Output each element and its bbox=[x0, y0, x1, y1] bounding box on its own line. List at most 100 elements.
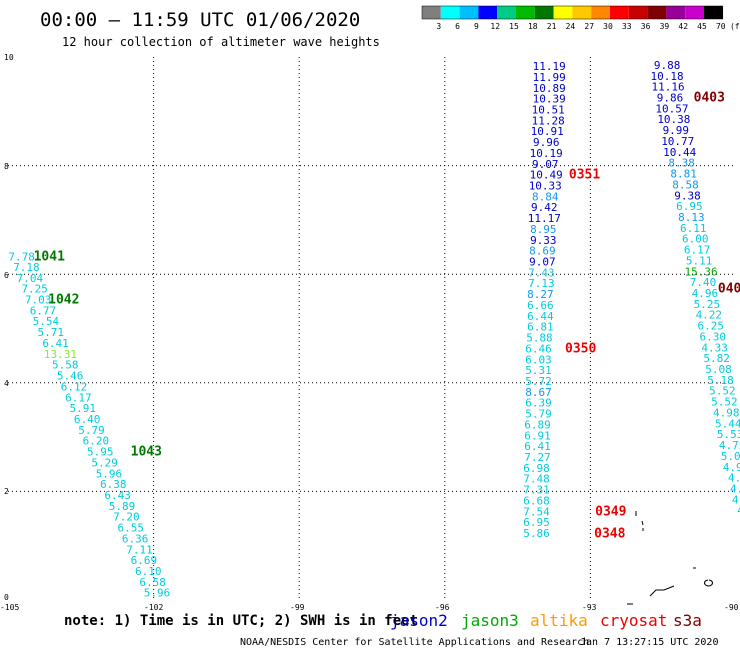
pass-time-label: 1041 bbox=[34, 250, 65, 265]
footer-note: note: 1) Time is in UTC; 2) SWH is in fe… bbox=[64, 613, 418, 629]
wave-height-value: 11.19 bbox=[533, 60, 566, 73]
pass-time-label: 1043 bbox=[131, 445, 162, 460]
wave-height-value: 9.42 bbox=[531, 201, 558, 214]
wave-height-value: 5.72 bbox=[525, 375, 552, 388]
wave-height-value: 4.98 bbox=[713, 406, 740, 419]
wave-height-value: 15.36 bbox=[684, 265, 717, 278]
colorbar-swatch bbox=[647, 6, 667, 19]
legend-s3a: s3a bbox=[673, 611, 702, 630]
altimeter-tracks: 7.787.187.047.257.036.775.545.716.4113.3… bbox=[8, 59, 740, 600]
wave-height-value: 7.54 bbox=[523, 505, 550, 518]
wave-height-value: 6.95 bbox=[676, 200, 703, 213]
colorbar-swatch bbox=[666, 6, 686, 19]
pass-time-label: 0350 bbox=[565, 341, 596, 356]
wave-height-value: 10.38 bbox=[657, 113, 690, 126]
y-axis-labels: 10 8 6 4 2 0 bbox=[4, 53, 14, 602]
wave-height-value: 11.99 bbox=[533, 71, 566, 84]
x-tick-label: -102 bbox=[144, 603, 163, 612]
legend-cryosat: cryosat bbox=[600, 611, 667, 630]
wave-height-value: 6.41 bbox=[42, 337, 69, 350]
wave-height-value: 6.43 bbox=[104, 489, 131, 502]
wave-height-value: 7.40 bbox=[690, 276, 717, 289]
wave-height-value: 6.30 bbox=[699, 330, 726, 343]
wave-height-value: 6.38 bbox=[100, 478, 127, 491]
wave-height-value: 9.07 bbox=[529, 256, 556, 269]
wave-height-value: 6.55 bbox=[118, 522, 145, 535]
wave-height-value: 8.81 bbox=[670, 168, 697, 181]
wave-height-value: 9.07 bbox=[532, 158, 559, 171]
wave-height-value: 4.99 bbox=[723, 461, 740, 474]
colorbar-label: 33 bbox=[622, 22, 632, 31]
wave-height-value: 5.25 bbox=[694, 298, 721, 311]
footer-timestamp: Jan 7 13:27:15 UTC 2020 bbox=[580, 637, 718, 648]
wave-height-value: 8.13 bbox=[678, 211, 705, 224]
colorbar-label: 12 bbox=[490, 22, 500, 31]
satellite-legend: jason2 jason3 altika cryosat s3a bbox=[390, 611, 702, 630]
colorbar-swatch bbox=[497, 6, 516, 19]
wave-height-value: 4.33 bbox=[701, 341, 728, 354]
wave-height-value: 10.57 bbox=[655, 102, 688, 115]
wave-height-value: 10.91 bbox=[531, 125, 564, 138]
wave-height-value: 6.25 bbox=[698, 320, 725, 333]
wave-height-value: 6.41 bbox=[524, 440, 551, 453]
wave-height-value: 5.52 bbox=[711, 396, 738, 409]
wave-height-value: 5.89 bbox=[109, 500, 136, 513]
wave-height-value: 10.49 bbox=[530, 169, 563, 182]
colorbar-swatch bbox=[516, 6, 535, 19]
wave-height-value: 4.9 bbox=[730, 482, 740, 495]
x-axis-labels: -105 -102 -99 -96 -93 -90 bbox=[0, 603, 739, 612]
wave-height-value: 5.29 bbox=[91, 456, 118, 469]
wave-height-value: 4.96 bbox=[692, 287, 719, 300]
wave-height-value: 8.69 bbox=[529, 245, 556, 258]
wave-height-value: 8.38 bbox=[668, 157, 695, 170]
wave-height-value: 5.54 bbox=[33, 315, 60, 328]
wave-height-value: 5.82 bbox=[703, 352, 730, 365]
colorbar-label: 6 bbox=[455, 22, 460, 31]
colorbar-swatch bbox=[422, 6, 441, 19]
wave-height-value: 5.18 bbox=[707, 374, 734, 387]
colorbar-label: 39 bbox=[660, 22, 670, 31]
wave-height-value: 8.84 bbox=[532, 190, 559, 203]
wave-height-value: 5.31 bbox=[525, 364, 552, 377]
wave-height-value: 6.39 bbox=[525, 397, 552, 410]
colorbar-label: 15 bbox=[509, 22, 519, 31]
colorbar-swatch bbox=[572, 6, 592, 19]
wave-height-value: 13.31 bbox=[44, 348, 77, 361]
colorbar-swatch bbox=[534, 6, 554, 19]
wave-height-value: 7.13 bbox=[528, 277, 555, 290]
colorbar-label: 45 bbox=[697, 22, 707, 31]
y-tick-label: 10 bbox=[4, 53, 14, 62]
wave-height-value: 11.28 bbox=[532, 114, 565, 127]
wave-height-value: 8.27 bbox=[527, 288, 554, 301]
wave-height-value: 10.18 bbox=[651, 70, 684, 83]
wave-height-value: 5.79 bbox=[525, 408, 552, 421]
wave-height-value: 6.11 bbox=[680, 222, 707, 235]
wave-height-value: 10.19 bbox=[530, 147, 563, 160]
colorbar-label: 3 bbox=[436, 22, 441, 31]
colorbar-swatch bbox=[459, 6, 479, 19]
wave-height-value: 9.88 bbox=[654, 59, 681, 72]
wave-height-value: 4.6 bbox=[728, 472, 740, 485]
map-title: 00:00 – 11:59 UTC 01/06/2020 bbox=[40, 9, 360, 31]
wave-height-value: 5.11 bbox=[686, 254, 713, 267]
wave-height-value: 10.77 bbox=[661, 135, 694, 148]
colorbar-label: 42 bbox=[678, 22, 688, 31]
colorbar-label: 18 bbox=[528, 22, 538, 31]
wave-height-value: 6.00 bbox=[682, 233, 709, 246]
colorbar-label: 21 bbox=[547, 22, 557, 31]
wave-height-value: 5.95 bbox=[87, 446, 114, 459]
wave-height-value: 5.08 bbox=[705, 363, 732, 376]
wave-height-value: 7.11 bbox=[126, 543, 153, 556]
colorbar-label: 27 bbox=[584, 22, 594, 31]
wave-height-value: 4.22 bbox=[696, 309, 723, 322]
wave-height-value: 6.36 bbox=[122, 532, 149, 545]
wave-height-value: 4. bbox=[737, 504, 740, 517]
wave-height-value: 6.20 bbox=[83, 435, 110, 448]
legend-jason3: jason3 bbox=[461, 611, 519, 630]
wave-height-value: 10.89 bbox=[533, 82, 566, 95]
wave-height-value: 5.58 bbox=[52, 359, 79, 372]
wave-height-value: 6.91 bbox=[524, 429, 551, 442]
pass-time-label: 0348 bbox=[594, 527, 625, 542]
wave-height-value: 9.38 bbox=[674, 189, 701, 202]
wave-height-value: 4.3 bbox=[732, 493, 740, 506]
